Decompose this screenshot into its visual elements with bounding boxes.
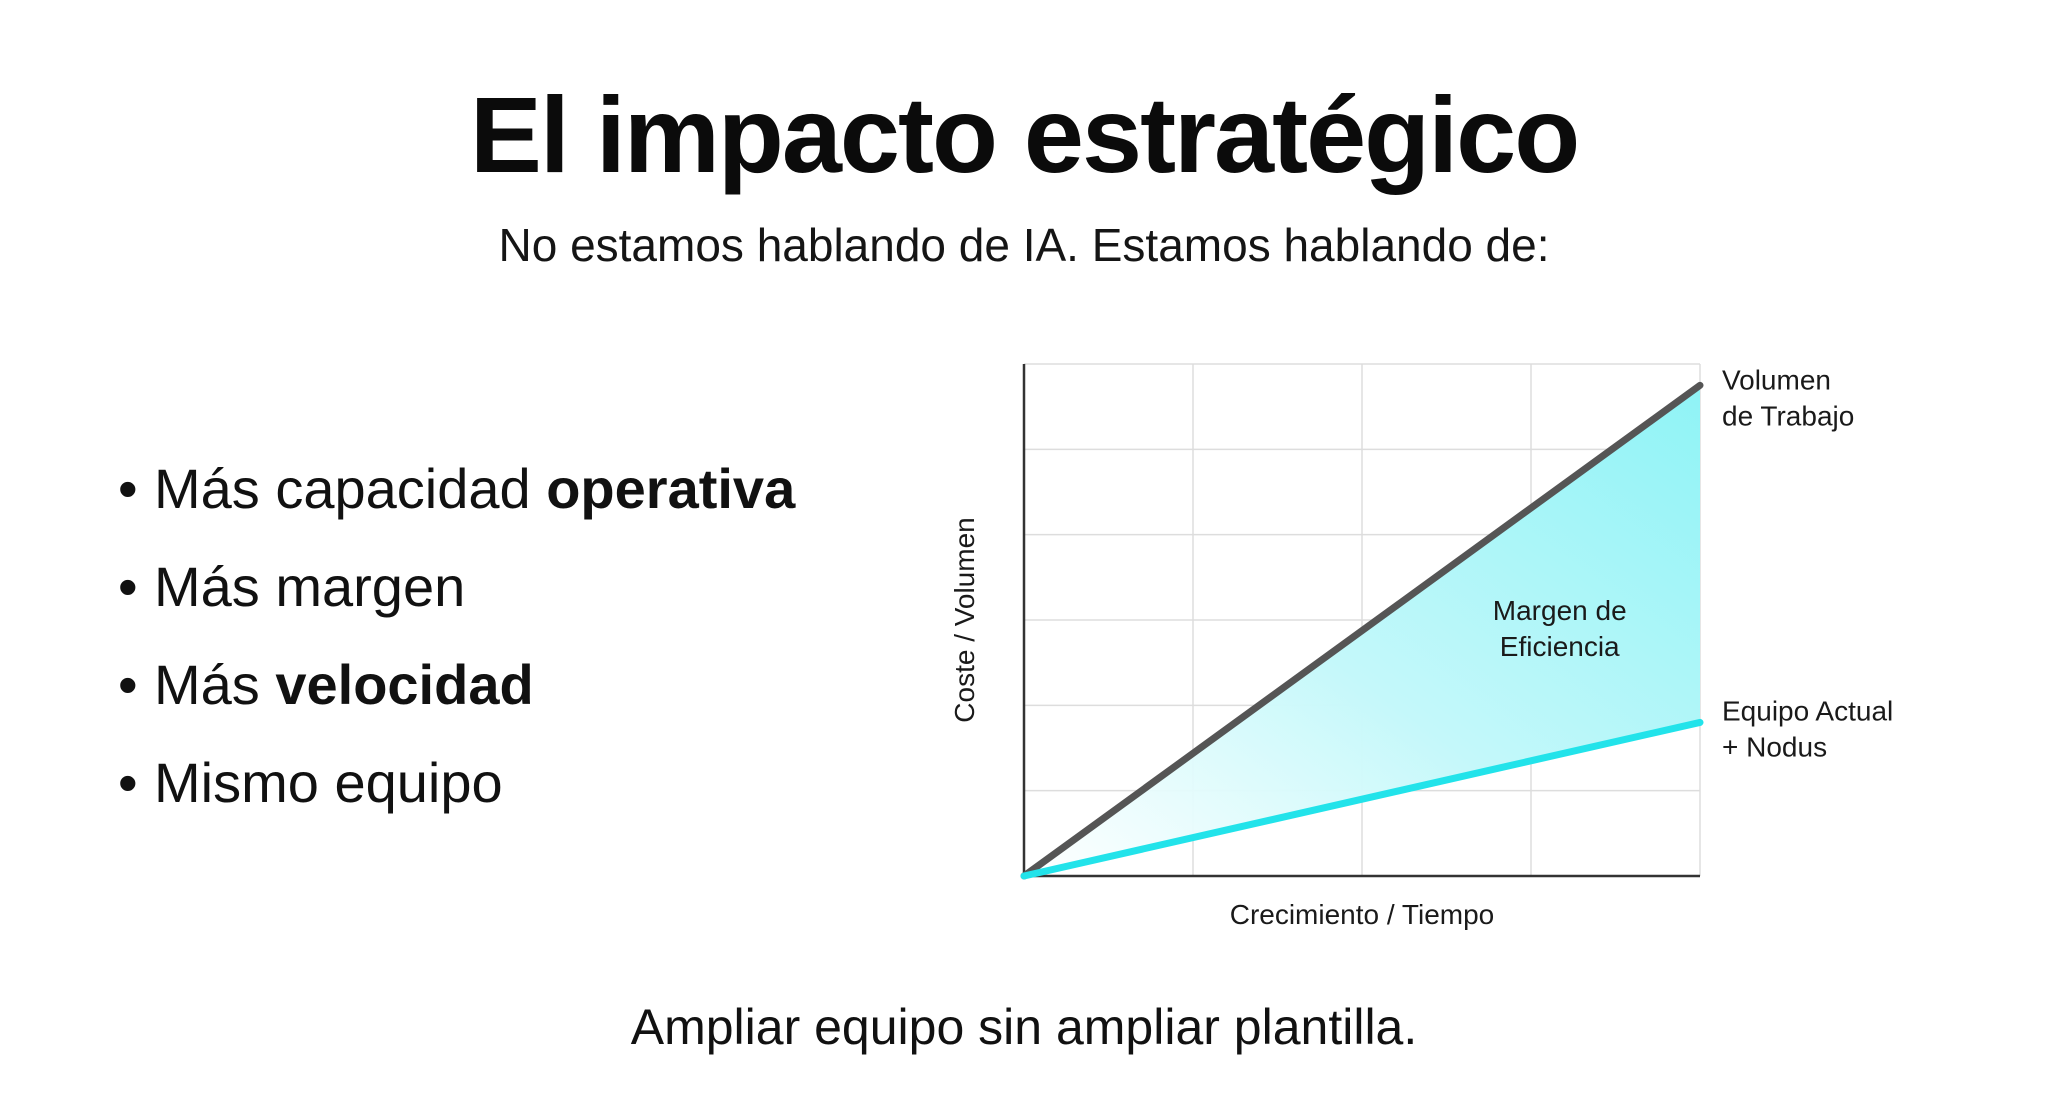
benefit-item-capacity: • Más capacidad operativa	[118, 440, 795, 538]
benefit-text: Más	[154, 653, 276, 716]
slide-title: El impacto estratégico	[469, 74, 1580, 195]
area-label-line: Margen de	[1493, 595, 1627, 626]
series-label-line: + Nodus	[1722, 731, 1827, 762]
series-label-line: Equipo Actual	[1722, 695, 1893, 726]
series-label-line: de Trabajo	[1722, 400, 1854, 431]
benefit-item-margin: • Más margen	[118, 538, 795, 636]
benefit-item-speed: • Más velocidad	[118, 636, 795, 734]
bullet-dot-icon: •	[118, 653, 138, 716]
efficiency-chart-svg: Volumen de Trabajo Equipo Actual + Nodus Mar…	[949, 363, 1893, 930]
benefit-emphasis: velocidad	[275, 653, 534, 716]
x-axis-label: Crecimiento / Tiempo	[1230, 899, 1495, 930]
benefit-list: • Más capacidad operativa • Más margen • Má…	[118, 440, 795, 832]
y-axis-label: Coste / Volumen	[949, 517, 980, 722]
series-line-equipo	[1020, 718, 1704, 880]
benefit-text: Más capacidad	[154, 457, 547, 520]
benefit-text: Más margen	[154, 555, 466, 618]
series-label-line: Volumen	[1722, 364, 1831, 395]
efficiency-chart: Volumen de Trabajo Equipo Actual + Nodus Mar…	[940, 340, 1940, 940]
series-label-equipo: Equipo Actual + Nodus	[1722, 695, 1893, 762]
series-line-volumen	[1020, 381, 1704, 880]
bullet-dot-icon: •	[118, 751, 138, 814]
slide-subtitle: No estamos hablando de IA. Estamos habla…	[498, 219, 1550, 271]
area-label: Margen de Eficiencia	[1493, 595, 1627, 662]
area-label-line: Eficiencia	[1500, 631, 1620, 662]
benefit-emphasis: operativa	[546, 457, 796, 520]
benefit-item-team: • Mismo equipo	[118, 734, 795, 832]
benefit-text: Mismo equipo	[154, 751, 503, 814]
series-label-volumen: Volumen de Trabajo	[1722, 364, 1854, 431]
bullet-dot-icon: •	[118, 555, 138, 618]
bullet-dot-icon: •	[118, 457, 138, 520]
slide-footer: Ampliar equipo sin ampliar plantilla.	[630, 999, 1418, 1055]
